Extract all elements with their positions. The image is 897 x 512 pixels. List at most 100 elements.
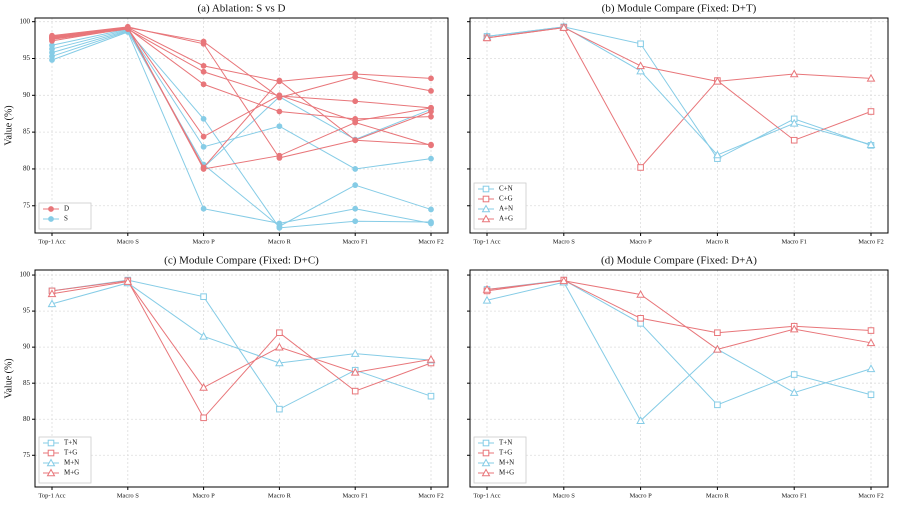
marker [200,166,207,172]
legend-label: D [64,205,69,213]
marker [123,277,133,285]
marker [427,392,435,400]
series-line [51,279,432,410]
marker [713,76,722,85]
x-tick-label: Top-1 Acc [473,238,500,245]
legend-label: T+N [499,439,512,447]
x-tick-label: Macro S [553,492,576,499]
y-tick-label: 90 [23,91,31,99]
marker [428,219,434,225]
marker [789,69,799,78]
series-line [51,27,432,99]
legend-label: M+G [499,469,514,477]
series-line [486,26,872,156]
series-line [486,26,872,160]
x-tick-label: Macro R [268,492,292,499]
marker [866,364,876,373]
marker [352,166,359,172]
panel-title: (b) Module Compare (Fixed: D+T) [602,3,757,15]
x-tick-label: Macro F1 [781,492,806,499]
legend-marker [48,216,54,222]
marker [482,33,492,42]
x-tick-label: Macro R [268,238,292,245]
marker [867,391,875,399]
marker [199,382,208,391]
series-line [51,27,432,138]
x-tick-label: Macro P [192,492,215,499]
x-tick-label: Macro S [117,492,140,499]
x-tick-label: Macro P [629,492,652,499]
marker [866,73,876,82]
marker [559,23,569,31]
legend-marker [48,206,54,212]
series-line [51,26,432,159]
marker [789,324,799,333]
series-line [51,27,432,120]
series-line [51,27,432,170]
marker [713,150,722,159]
panel-title: (a) Ablation: S vs D [198,3,286,15]
legend-marker [481,204,491,213]
marker [200,133,207,140]
marker [275,342,284,351]
y-tick-label: 80 [23,165,31,173]
marker [428,75,434,82]
marker [559,276,569,285]
y-tick-label: 75 [23,201,31,209]
legend-label: M+G [64,469,79,477]
series-line [51,29,432,170]
y-axis-label: Value (%) [3,105,14,145]
marker [428,87,434,94]
legend-marker [46,458,56,467]
legend-label: C+G [499,195,513,203]
marker [200,115,207,122]
marker [47,289,57,298]
x-tick-label: Top-1 Acc [38,238,65,245]
series-line [486,27,872,82]
marker [428,142,434,149]
marker [276,152,283,159]
marker [199,331,208,340]
marker [428,155,434,162]
marker [352,74,359,80]
y-tick-label: 85 [23,128,31,136]
marker [350,349,360,357]
x-tick-label: Macro R [706,238,730,245]
marker [789,118,799,127]
marker [276,224,283,231]
series-line [51,282,432,364]
marker [352,119,359,126]
marker [352,137,359,144]
marker [352,182,359,189]
marker [637,40,644,48]
marker [637,315,644,322]
marker [276,123,283,130]
legend-marker [482,195,490,203]
marker [714,329,721,337]
marker [789,388,799,396]
marker [790,371,798,378]
x-tick-label: Macro F2 [858,492,883,499]
marker [867,108,875,115]
legend-marker [481,468,491,477]
marker [352,218,359,225]
series-line [51,31,432,224]
x-tick-label: Macro S [553,238,576,245]
marker [49,34,55,41]
marker [426,354,436,363]
series-line [486,280,872,350]
marker [47,299,57,308]
marker [350,367,360,376]
series-line [486,281,872,422]
y-tick-label: 80 [23,415,31,423]
x-tick-label: Macro F1 [342,238,367,245]
panel-title: (d) Module Compare (Fixed: D+A) [601,255,757,267]
x-tick-label: Macro S [117,238,140,245]
marker [276,78,283,85]
legend-box [38,202,92,230]
marker [200,293,207,300]
marker [428,113,434,120]
marker [352,205,359,212]
marker [636,61,645,70]
